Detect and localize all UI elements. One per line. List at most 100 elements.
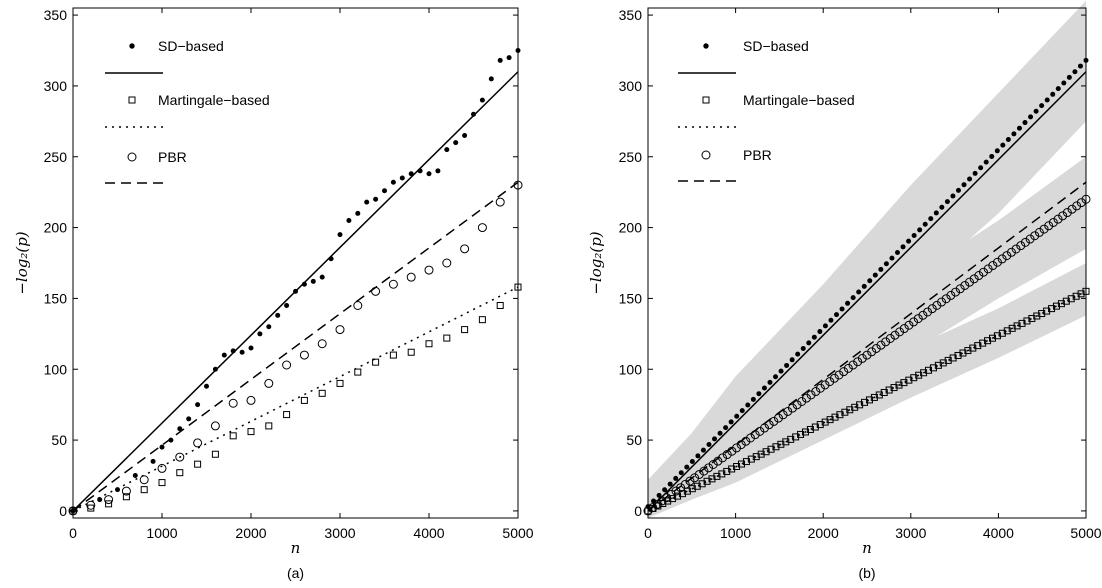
- axis-ticks-a: 0 1000 2000 3000 4000 5000 0 50 100 150 200 250 300 3…: [44, 7, 534, 541]
- martingale-based-point: [738, 460, 746, 468]
- pbr-point: [671, 486, 681, 496]
- pbr-point: [946, 290, 956, 300]
- martingale-based-point: [211, 450, 219, 458]
- pbr-point: [1067, 204, 1077, 214]
- sd-based-point: [1028, 114, 1034, 120]
- martingale-based-point: [1077, 290, 1085, 298]
- pbr-point: [157, 463, 167, 473]
- pbr-point: [424, 265, 434, 275]
- pbr-point: [1030, 231, 1040, 241]
- y-tick-label: 100: [44, 361, 68, 377]
- martingale-based-point: [669, 495, 677, 503]
- y-tick-label: 0: [59, 503, 67, 519]
- sd-based-point: [1066, 74, 1072, 80]
- martingale-based-point: [984, 337, 992, 345]
- sd-based-point: [488, 76, 494, 82]
- pbr-point: [801, 393, 811, 403]
- martingale-based-point: [728, 465, 736, 473]
- pbr-point: [876, 340, 886, 350]
- y-tick-label: 0: [634, 503, 642, 519]
- pbr-point: [210, 421, 220, 431]
- sd-based-point: [284, 303, 290, 308]
- pbr-point: [1072, 201, 1082, 211]
- y-tick-label: 150: [619, 290, 643, 306]
- pbr-point: [992, 257, 1002, 267]
- sd-based-point: [712, 436, 718, 442]
- sd-based-point: [1022, 120, 1028, 126]
- pbr-point: [652, 499, 662, 509]
- sd-based-point: [471, 111, 476, 117]
- martingale-based-point: [880, 388, 888, 396]
- pbr-point: [755, 426, 765, 436]
- x-tick-label: 5000: [1070, 525, 1101, 541]
- martingale-based-point: [443, 334, 451, 342]
- sd-based-point: [239, 349, 245, 355]
- sd-based-point: [839, 306, 845, 312]
- martingale-based-point: [806, 425, 814, 433]
- sd-based-point: [275, 312, 281, 318]
- pbr-point: [676, 483, 686, 493]
- sd-based-point: [248, 345, 254, 351]
- pbr-point: [662, 493, 672, 503]
- pbr-point: [895, 327, 905, 337]
- sd-based-point: [453, 140, 459, 146]
- pbr-point: [442, 258, 452, 268]
- martingale-based-point: [1052, 302, 1060, 310]
- sd-based-point: [1000, 142, 1006, 148]
- martingale-based-point: [229, 432, 237, 440]
- sd-based-point: [221, 352, 227, 358]
- legend-label-sd-based: SD−based: [743, 38, 809, 54]
- sd-based-point: [319, 274, 325, 280]
- sd-based-point: [789, 357, 795, 363]
- martingale-based-point: [688, 485, 696, 493]
- martingale-based-point: [389, 351, 397, 359]
- pbr-point: [694, 469, 704, 479]
- martingale-based-point: [767, 445, 775, 453]
- panel-caption-b: (b): [858, 565, 875, 581]
- pbr-point: [1011, 244, 1021, 254]
- x-tick-label: 1000: [720, 525, 751, 541]
- sd-based-point: [778, 368, 784, 374]
- pbr-point: [783, 406, 793, 416]
- sd-based-point: [382, 188, 387, 194]
- martingale-based-point: [1038, 310, 1046, 318]
- sd-based-point: [989, 153, 995, 159]
- sd-based-point: [983, 159, 989, 165]
- martingale-based-point: [875, 391, 883, 399]
- pbr-point: [890, 330, 900, 340]
- pbr-point: [983, 264, 993, 274]
- pbr-point: [843, 363, 853, 373]
- sd-based-point: [1016, 125, 1022, 131]
- martingale-based-point: [993, 332, 1001, 340]
- martingale-based-point: [821, 418, 829, 426]
- martingale-based-point: [1048, 305, 1056, 313]
- pbr-point: [862, 350, 872, 360]
- martingale-based-point: [934, 361, 942, 369]
- x-tick-label: 4000: [983, 525, 1014, 541]
- sd-based-point: [806, 340, 812, 346]
- pbr-point: [371, 286, 381, 296]
- y-tick-label: 300: [44, 78, 68, 94]
- sd-based-point: [944, 199, 950, 205]
- pbr-point: [815, 383, 825, 393]
- pbr-point: [648, 503, 658, 513]
- sd-based-point: [955, 187, 961, 193]
- martingale-based-point: [762, 448, 770, 456]
- pbr-point: [175, 452, 185, 462]
- martingale-based-point: [929, 364, 937, 372]
- pbr-point: [1058, 211, 1068, 221]
- pbr-point: [121, 486, 131, 496]
- pbr-point: [978, 267, 988, 277]
- axis-ticks-b: 0 1000 2000 3000 4000 5000 0 50 100 150 200 250 300 3…: [619, 7, 1102, 541]
- sd-based-point: [756, 391, 762, 397]
- martingale-based-point: [949, 354, 957, 362]
- x-tick-label: 2000: [235, 525, 266, 541]
- sd-based-point: [811, 334, 817, 340]
- legend-b: SD−based Martingale−based PBR: [678, 38, 855, 182]
- x-axis-label-b: n: [862, 539, 872, 557]
- sd-based-point: [834, 312, 840, 318]
- sd-based-point: [177, 426, 183, 432]
- sd-based-point: [195, 402, 201, 408]
- y-tick-label: 50: [51, 432, 67, 448]
- sd-based-point: [673, 475, 679, 481]
